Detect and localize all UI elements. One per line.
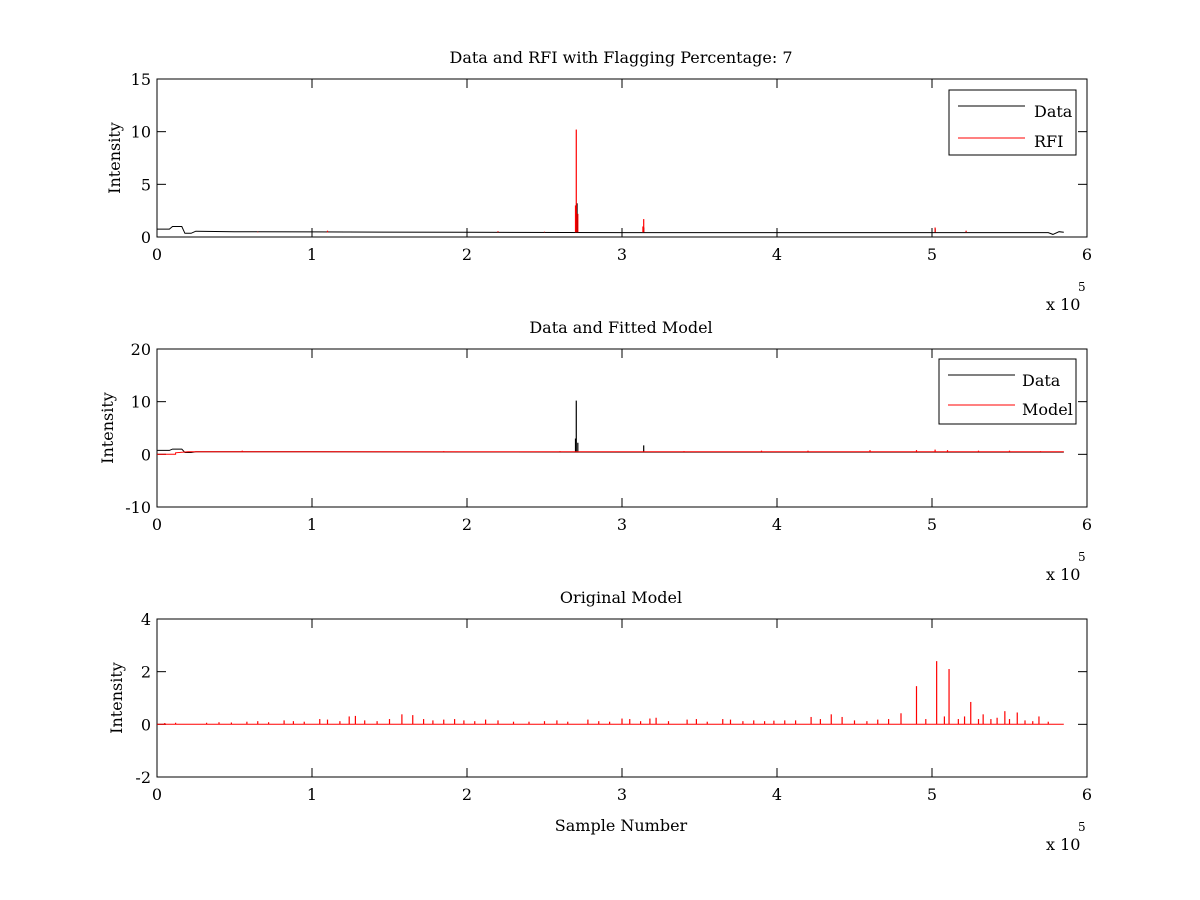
y-tick-label: 0 bbox=[141, 228, 151, 247]
panel-2-title: Data and Fitted Model bbox=[529, 318, 712, 337]
panel-3-exponent: x 10 bbox=[1046, 835, 1080, 854]
panel-3-title: Original Model bbox=[560, 588, 682, 607]
x-tick-label: 5 bbox=[927, 515, 937, 534]
panel-2-series-group bbox=[157, 400, 1064, 455]
panel-3-series-group bbox=[157, 661, 1064, 725]
y-tick-label: 10 bbox=[131, 123, 151, 142]
panel-2-legend: Data Model bbox=[938, 358, 1077, 425]
y-tick-label: 5 bbox=[141, 175, 151, 194]
x-tick-label: 2 bbox=[462, 785, 472, 804]
x-tick-label: 4 bbox=[772, 785, 782, 804]
x-tick-label: 2 bbox=[462, 515, 472, 534]
series-model-line bbox=[157, 451, 1064, 455]
panel-1-ylabel: Intensity bbox=[105, 122, 124, 194]
y-tick-label: 15 bbox=[131, 70, 151, 89]
x-tick-label: 6 bbox=[1082, 785, 1092, 804]
panel-2-axes-frame bbox=[156, 348, 1088, 508]
y-tick-label: -10 bbox=[125, 498, 151, 517]
series-data-line bbox=[157, 226, 1064, 235]
panel-1-axes-frame bbox=[156, 78, 1088, 238]
panel-2-legend-data-label: Data bbox=[1022, 371, 1061, 390]
x-tick-label: 6 bbox=[1082, 515, 1092, 534]
x-tick-label: 0 bbox=[152, 515, 162, 534]
panel-1-legend-rfi-label: RFI bbox=[1034, 132, 1063, 151]
panel-1-legend-box bbox=[948, 89, 1077, 156]
panel-1: Data and RFI with Flagging Percentage: 7… bbox=[105, 48, 1092, 314]
x-tick-label: 1 bbox=[307, 245, 317, 264]
y-tick-label: 0 bbox=[141, 445, 151, 464]
x-tick-label: 0 bbox=[152, 785, 162, 804]
x-tick-label: 4 bbox=[772, 245, 782, 264]
y-tick-label: 4 bbox=[141, 610, 151, 629]
x-tick-label: 1 bbox=[307, 785, 317, 804]
panel-3-axes-frame bbox=[156, 618, 1088, 778]
panel-2-ylabel: Intensity bbox=[98, 392, 117, 464]
panel-2-legend-box bbox=[938, 358, 1077, 425]
y-tick-label: -2 bbox=[135, 768, 151, 787]
panel-3-ylabel: Intensity bbox=[107, 662, 126, 734]
panel-3-exponent-power: 5 bbox=[1078, 820, 1086, 834]
x-tick-label: 0 bbox=[152, 245, 162, 264]
panel-2-exponent-power: 5 bbox=[1078, 550, 1086, 564]
panel-1-plot: 0 1 2 3 4 5 6 0 5 10 15 bbox=[131, 70, 1092, 264]
x-tick-label: 3 bbox=[617, 785, 627, 804]
x-tick-label: 3 bbox=[617, 245, 627, 264]
panel-1-legend: Data RFI bbox=[948, 89, 1077, 156]
panel-3-xlabel: Sample Number bbox=[555, 816, 688, 835]
panel-1-exponent-power: 5 bbox=[1078, 280, 1086, 294]
panel-1-exponent: x 10 bbox=[1046, 295, 1080, 314]
panel-1-series-group bbox=[157, 129, 1064, 235]
x-tick-label: 5 bbox=[927, 785, 937, 804]
y-tick-label: 20 bbox=[131, 340, 151, 359]
x-tick-label: 4 bbox=[772, 515, 782, 534]
y-tick-label: 10 bbox=[131, 393, 151, 412]
x-tick-label: 1 bbox=[307, 515, 317, 534]
x-tick-label: 6 bbox=[1082, 245, 1092, 264]
y-tick-label: 2 bbox=[141, 663, 151, 682]
x-tick-label: 2 bbox=[462, 245, 472, 264]
x-tick-label: 5 bbox=[927, 245, 937, 264]
x-tick-label: 3 bbox=[617, 515, 627, 534]
panel-2-legend-model-label: Model bbox=[1022, 400, 1073, 419]
panel-1-title: Data and RFI with Flagging Percentage: 7 bbox=[449, 48, 792, 67]
panel-1-legend-data-label: Data bbox=[1034, 102, 1073, 121]
y-tick-label: 0 bbox=[141, 715, 151, 734]
panel-2-exponent: x 10 bbox=[1046, 565, 1080, 584]
